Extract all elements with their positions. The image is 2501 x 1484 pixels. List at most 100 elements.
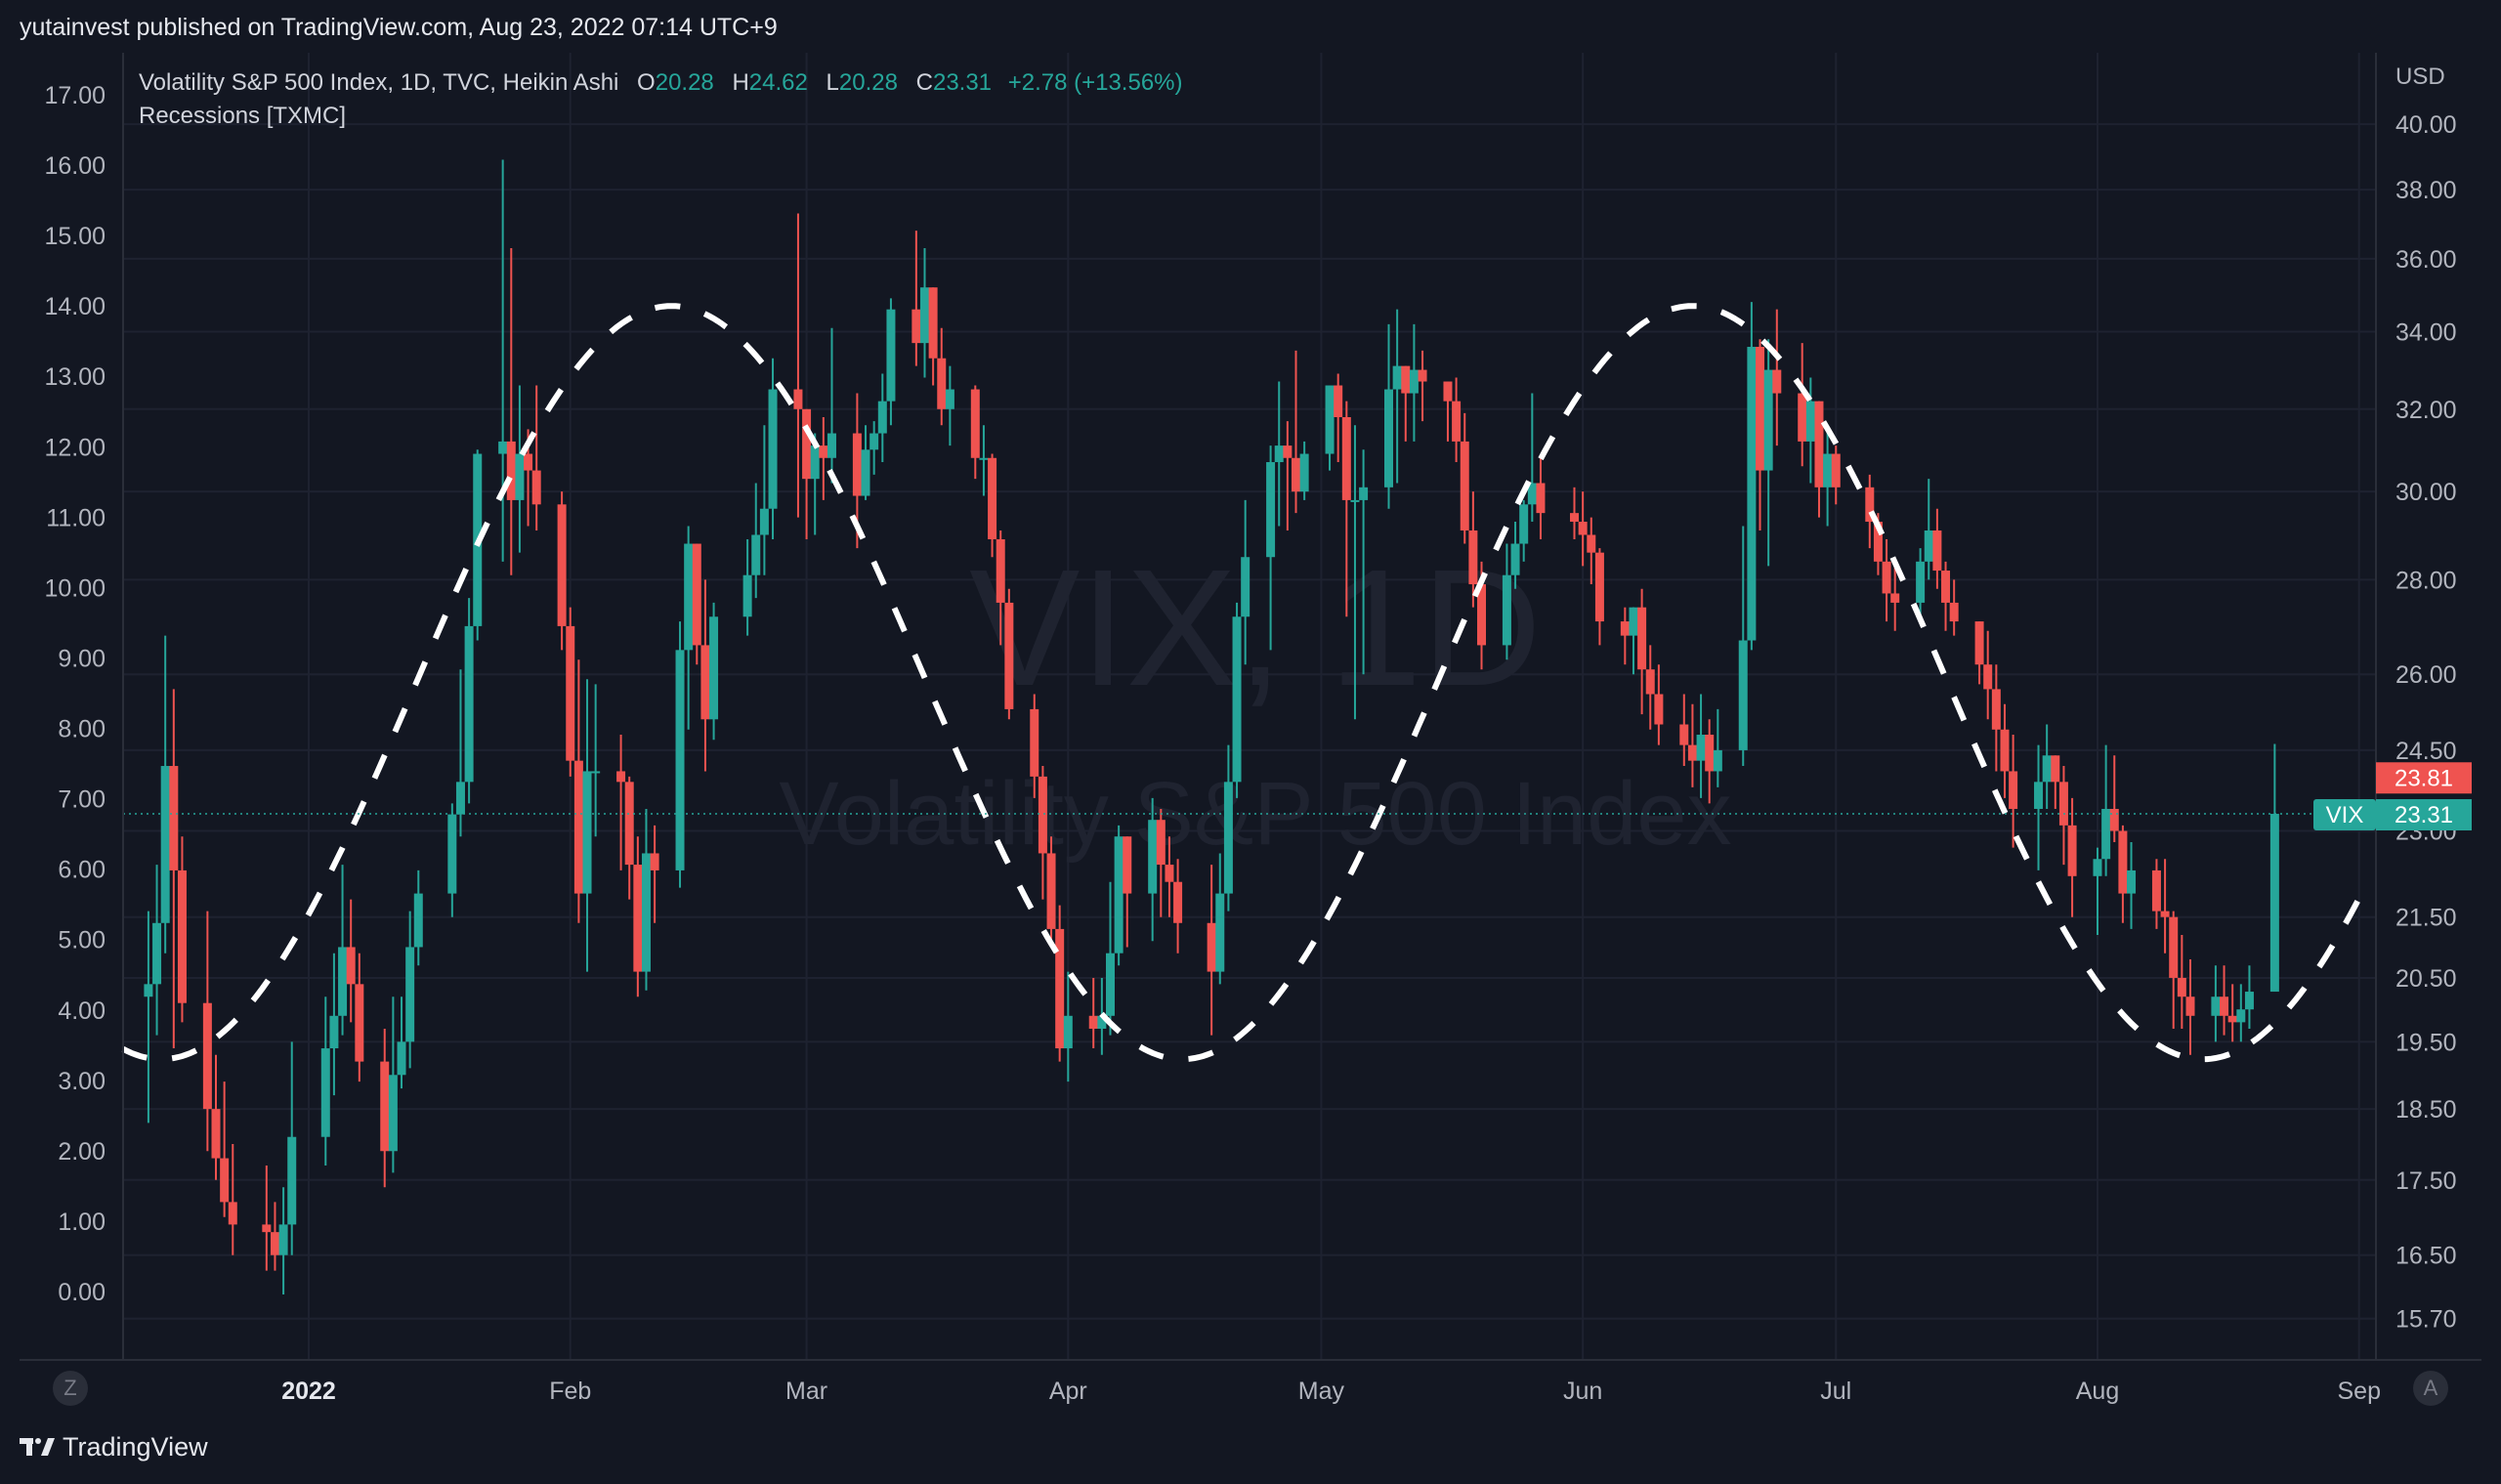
candle-body: [1341, 416, 1351, 500]
x-tick-label: 2022: [281, 1378, 336, 1405]
candle: [2009, 735, 2018, 848]
x-tick-label: Aug: [2076, 1378, 2119, 1405]
candle: [455, 669, 465, 837]
price-tags: 23.81 VIX 23.31: [2313, 762, 2472, 831]
candle: [1207, 865, 1216, 1036]
candle: [1063, 971, 1073, 1082]
candle-body: [2067, 825, 2077, 876]
candle-body: [1359, 487, 1369, 500]
left-tick-label: 6.00: [58, 857, 106, 884]
candle-body: [2000, 729, 2010, 772]
candle: [2177, 935, 2186, 1029]
candle: [819, 416, 828, 500]
candle-body: [1266, 462, 1276, 558]
candle: [1401, 365, 1411, 442]
candle: [937, 327, 947, 426]
candle-body: [700, 645, 710, 720]
candle: [287, 1041, 297, 1255]
legend-indicator[interactable]: Recessions [TXMC]: [139, 103, 347, 129]
candle-body: [1527, 483, 1537, 505]
candle: [1916, 548, 1926, 622]
candle-body: [2127, 869, 2137, 894]
candle: [177, 836, 187, 1023]
reset-zoom-button[interactable]: Z: [53, 1371, 88, 1406]
candle-body: [1038, 776, 1047, 854]
candle-body: [1654, 694, 1664, 725]
candle-body: [1645, 669, 1655, 695]
candle: [1629, 607, 1638, 675]
candle: [2109, 755, 2119, 842]
candle: [2211, 965, 2221, 1042]
candle: [2127, 841, 2137, 929]
candle-body: [1452, 401, 1462, 442]
tradingview-label: TradingView: [63, 1432, 208, 1462]
candle-body: [877, 401, 887, 434]
tradingview-brand[interactable]: TradingView: [20, 1432, 208, 1463]
candle-body: [1409, 369, 1419, 394]
candle: [1738, 526, 1748, 767]
candle-body: [2058, 782, 2068, 826]
candle-body: [675, 650, 685, 870]
candle: [1798, 343, 1807, 467]
left-tick-label: 9.00: [58, 645, 106, 672]
candle: [1148, 797, 1158, 942]
legend-close-label: C: [915, 69, 933, 96]
legend-low-label: L: [826, 69, 839, 96]
legend-title: Volatility S&P 500 Index, 1D, TVC, Heiki…: [139, 69, 619, 96]
candle: [1527, 393, 1537, 523]
candle: [1156, 808, 1166, 917]
candle-body: [1105, 953, 1115, 1016]
x-axis[interactable]: 2022 Feb Mar Apr May Jun Jul Aug Sep: [20, 1359, 2481, 1405]
candle-body: [1578, 522, 1588, 535]
right-tick-label: 34.00: [2395, 319, 2457, 347]
price-tag-last-value: 23.31: [2395, 802, 2453, 828]
candle: [515, 385, 525, 553]
candle: [911, 231, 921, 366]
candle: [1502, 543, 1511, 660]
cycle-curve: [121, 303, 2371, 1063]
candle: [709, 602, 719, 741]
candle: [2034, 744, 2044, 870]
candle-body: [1046, 853, 1056, 929]
candle-body: [802, 408, 812, 480]
candle-body: [1805, 401, 1815, 442]
candle-body: [557, 504, 567, 626]
candle-body: [498, 441, 508, 454]
symbol-tag: [2313, 799, 2376, 831]
candle-body: [144, 984, 153, 997]
candle-body: [1223, 782, 1233, 894]
right-axis[interactable]: USD 15.70 16.50 17.50 18.50 19.50 20.50 21.50 23…: [2375, 53, 2457, 1360]
candle: [970, 385, 980, 480]
candle: [1223, 744, 1233, 912]
candle: [2269, 743, 2279, 993]
candle: [220, 1081, 230, 1217]
candle: [2051, 755, 2060, 809]
left-tick-label: 2.00: [58, 1138, 106, 1166]
candle: [869, 421, 879, 475]
chart-frame[interactable]: VIX, 1D Volatility S&P 500 Index 0.00 1.0…: [20, 53, 2481, 1413]
candle-body: [684, 543, 694, 651]
candle: [1823, 429, 1833, 527]
candle: [1350, 425, 1360, 720]
left-axis: 0.00 1.00 2.00 3.00 4.00 5.00 6.00 7.00 8.00 9.00…: [44, 53, 124, 1360]
candle: [1409, 323, 1419, 442]
candle-body: [996, 539, 1005, 603]
candle-body: [819, 445, 828, 458]
candle: [1924, 479, 1933, 580]
candle-body: [2151, 869, 2161, 912]
candle: [202, 911, 212, 1152]
candle-body: [1687, 744, 1697, 761]
candle-body: [928, 287, 938, 359]
candle-body: [1831, 453, 1841, 488]
candle: [616, 735, 626, 870]
candle-body: [919, 287, 929, 344]
candle-body: [1443, 381, 1453, 402]
candle: [1123, 836, 1132, 948]
candle: [1088, 977, 1098, 1049]
chart-svg[interactable]: VIX, 1D Volatility S&P 500 Index 0.001.0…: [20, 53, 2481, 1413]
candle: [759, 425, 769, 575]
candle-body: [1620, 621, 1630, 636]
candle: [979, 425, 989, 496]
auto-scale-button[interactable]: A: [2413, 1371, 2448, 1406]
candle-body: [2009, 771, 2018, 809]
